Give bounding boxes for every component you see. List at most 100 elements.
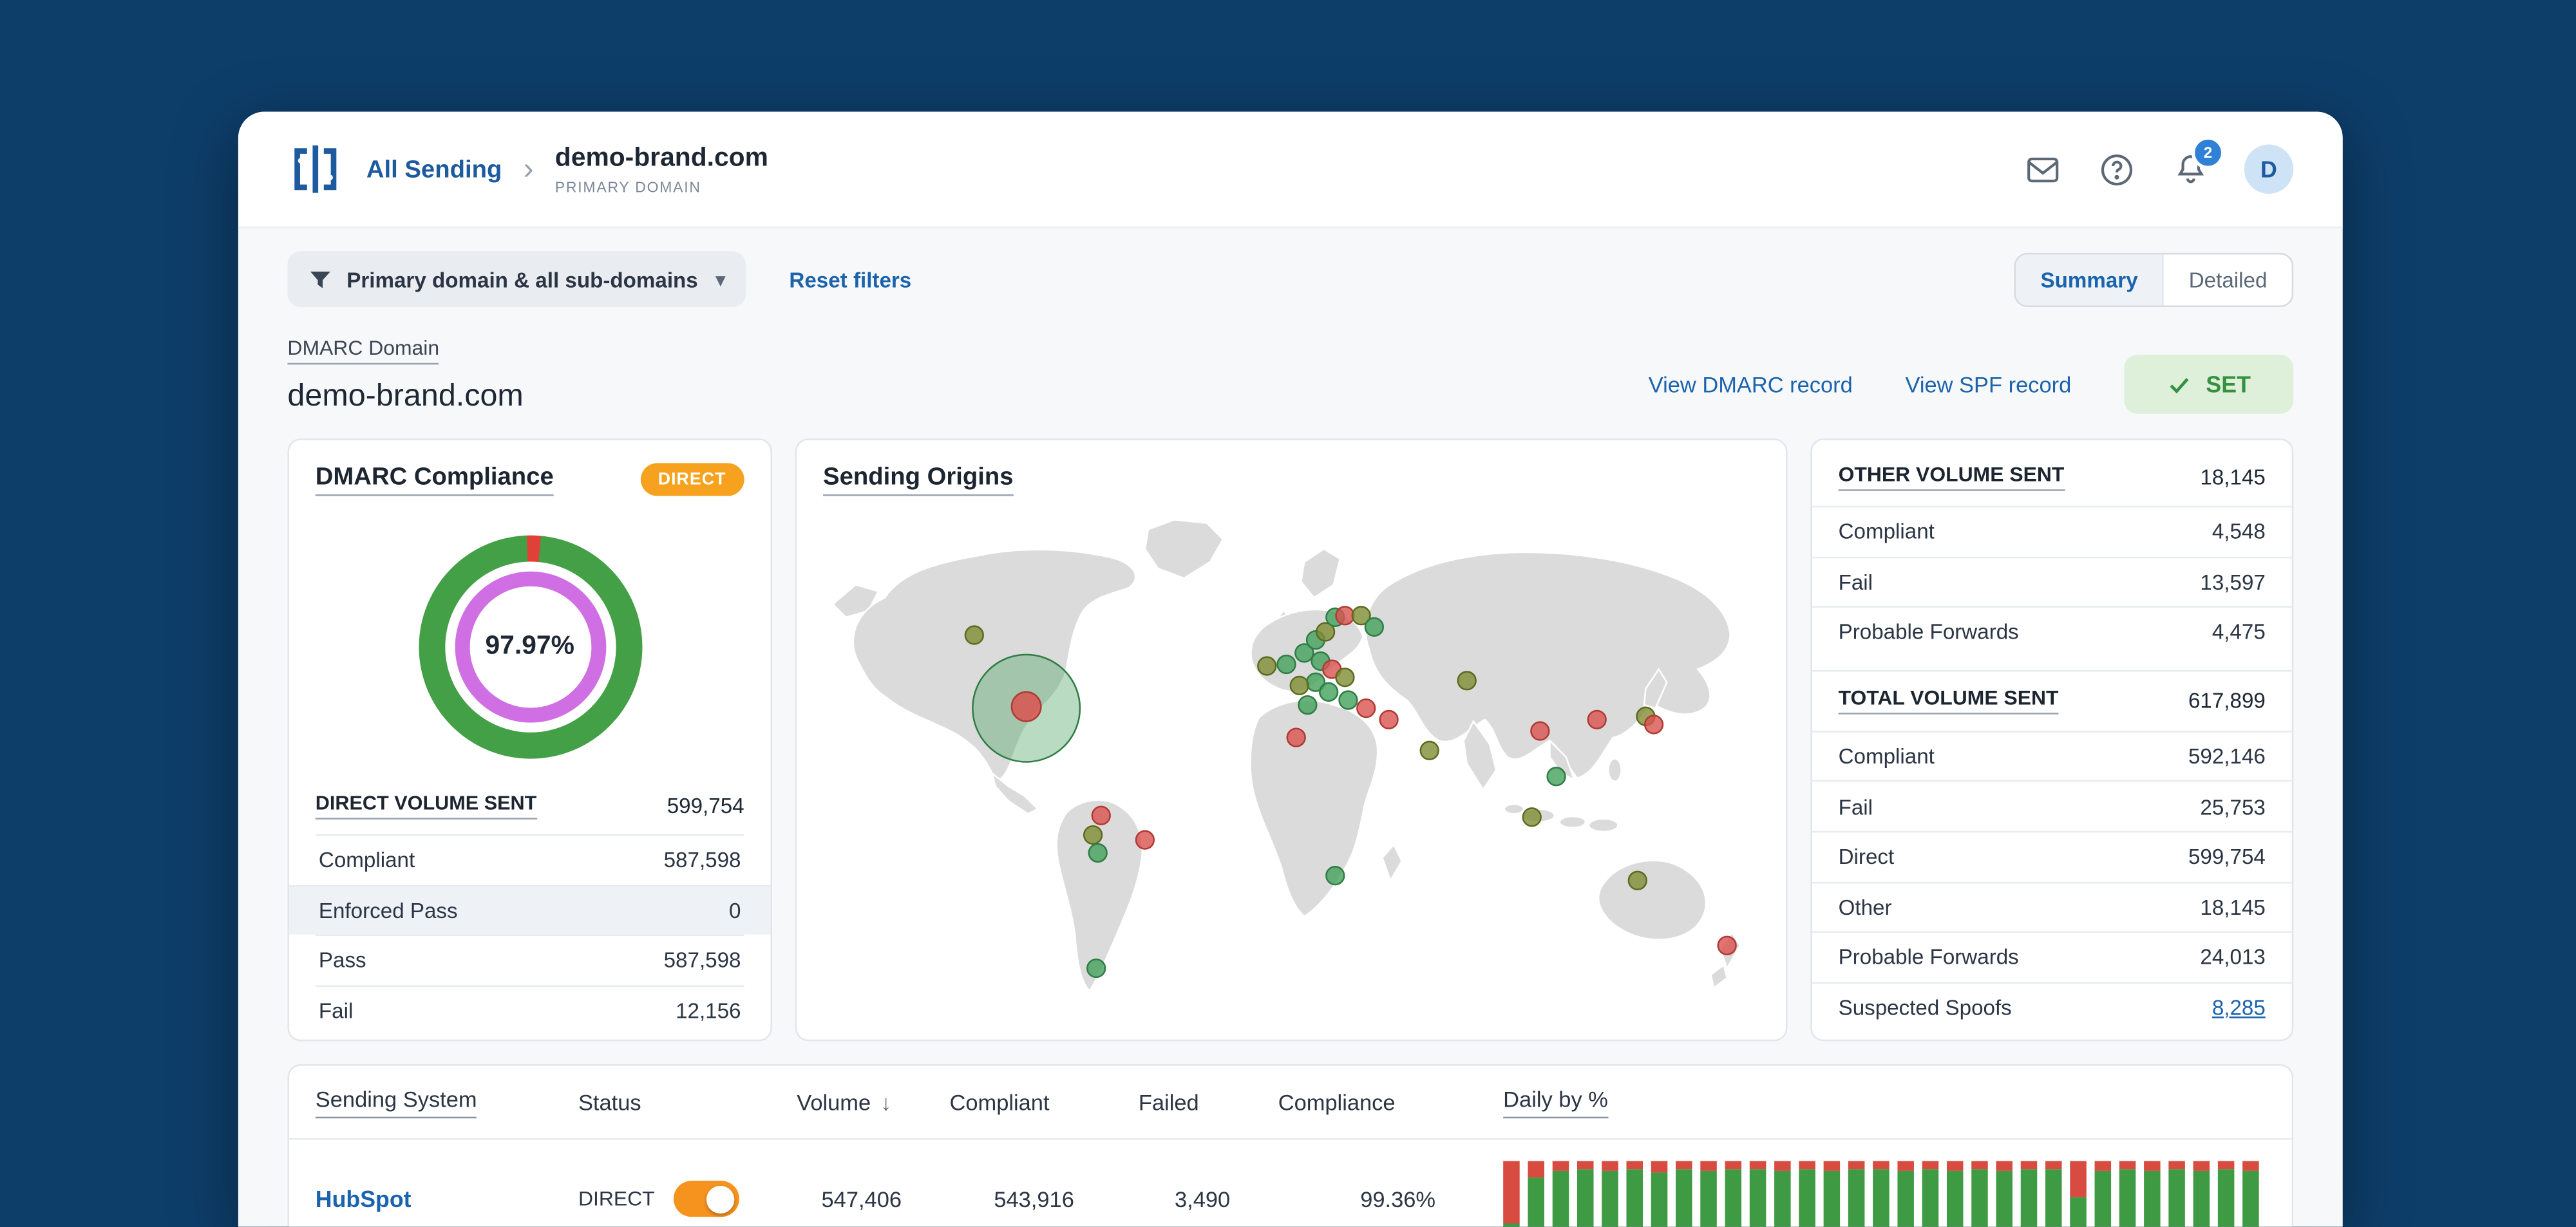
daily-bar <box>1602 1161 1618 1227</box>
check-icon <box>2169 377 2188 393</box>
header-failed: Failed <box>1138 1089 1199 1114</box>
row-value: 587,598 <box>663 847 741 873</box>
origin-dot <box>1546 767 1566 787</box>
sending-systems-table: Sending System Status Volume ↓ Compliant… <box>287 1064 2294 1227</box>
daily-bars <box>1503 1161 2266 1227</box>
divider <box>1812 670 2292 671</box>
compliance-row-pass: Pass 587,598 <box>315 934 744 985</box>
other-volume-value: 18,145 <box>2200 464 2266 489</box>
sending-system-link[interactable]: HubSpot <box>315 1185 412 1212</box>
help-icon[interactable] <box>2096 149 2136 189</box>
origin-dot <box>1298 695 1318 715</box>
row-value: 587,598 <box>663 948 741 973</box>
table-header-row: Sending System Status Volume ↓ Compliant… <box>289 1066 2292 1140</box>
sort-descending-icon: ↓ <box>880 1089 892 1114</box>
view-dmarc-record-link[interactable]: View DMARC record <box>1648 371 1853 397</box>
origin-dot <box>1135 830 1155 850</box>
daily-bar <box>1971 1161 1988 1227</box>
total-row-compliant: Compliant 592,146 <box>1812 730 2292 781</box>
header-compliance: Compliance <box>1278 1089 1396 1114</box>
origin-dot <box>1276 654 1296 675</box>
domain-scope-filter[interactable]: Primary domain & all sub-domains ▾ <box>287 251 747 308</box>
status-cell: DIRECT <box>578 1139 797 1217</box>
daily-bar <box>1749 1161 1766 1227</box>
sending-origins-card: Sending Origins <box>795 438 1788 1042</box>
filter-label: Primary domain & all sub-domains <box>346 267 698 292</box>
domain-section: DMARC Domain demo-brand.com View DMARC r… <box>238 307 2343 415</box>
row-label: Fail <box>318 998 354 1023</box>
top-bar: All Sending › demo-brand.com PRIMARY DOM… <box>238 111 2343 229</box>
direct-volume-label: DIRECT VOLUME SENT <box>315 792 537 820</box>
origin-dots <box>964 606 1737 979</box>
direct-toggle[interactable] <box>672 1181 739 1217</box>
origin-dot <box>1325 866 1345 886</box>
breadcrumb-all-sending[interactable]: All Sending <box>366 155 502 183</box>
donut-hole: 97.97% <box>444 561 616 733</box>
reset-filters-link[interactable]: Reset filters <box>789 267 912 292</box>
view-spf-record-link[interactable]: View SPF record <box>1905 371 2072 397</box>
avatar[interactable]: D <box>2244 144 2294 194</box>
bell-icon[interactable]: 2 <box>2170 136 2225 189</box>
compliant-cell: 543,916 <box>994 1187 1074 1212</box>
daily-bar <box>1897 1161 1914 1227</box>
app-window: All Sending › demo-brand.com PRIMARY DOM… <box>238 111 2343 1227</box>
daily-bar <box>2217 1161 2235 1227</box>
row-label: Fail <box>1838 569 1873 595</box>
volume-summary-card: OTHER VOLUME SENT 18,145 Compliant 4,548… <box>1810 438 2294 1042</box>
table-row: HubSpot DIRECT 547,406 543,916 3,490 99.… <box>289 1139 2292 1227</box>
origin-dot <box>1364 617 1384 637</box>
daily-bar <box>1552 1161 1569 1227</box>
domain-heading: DMARC Domain demo-brand.com <box>287 333 524 416</box>
header-volume-sort[interactable]: Volume ↓ <box>797 1090 949 1114</box>
failed-cell: 3,490 <box>1174 1187 1231 1212</box>
origin-dot <box>1335 668 1355 688</box>
daily-bar <box>2168 1161 2185 1227</box>
row-label: Other <box>1838 894 1892 920</box>
daily-bar <box>1528 1161 1544 1227</box>
daily-bar <box>2193 1161 2210 1227</box>
row-value: 12,156 <box>676 998 741 1023</box>
row-label: Compliant <box>1838 519 1935 545</box>
tab-summary[interactable]: Summary <box>2016 254 2163 305</box>
daily-bar <box>1996 1161 2012 1227</box>
direct-badge: DIRECT <box>639 463 744 496</box>
notification-badge: 2 <box>2192 136 2225 169</box>
daily-bar <box>1799 1161 1815 1227</box>
other-row-probable-forwards: Probable Forwards 4,475 <box>1812 606 2292 657</box>
tab-detailed[interactable]: Detailed <box>2162 254 2292 305</box>
origin-dot <box>1335 606 1355 626</box>
header-daily-by-percent[interactable]: Daily by % <box>1503 1086 1608 1118</box>
funnel-icon <box>310 270 330 288</box>
daily-bar <box>1577 1161 1594 1227</box>
suspected-spoofs-link[interactable]: 8,285 <box>2211 995 2266 1020</box>
origin-dot <box>1294 643 1314 663</box>
other-row-fail: Fail 13,597 <box>1812 556 2292 606</box>
origin-dot <box>1351 606 1371 626</box>
row-value: 18,145 <box>2200 894 2266 920</box>
row-label: Pass <box>318 948 366 973</box>
compliance-row-compliant: Compliant 587,598 <box>315 834 744 885</box>
dmarc-donut: 97.97% <box>418 535 642 759</box>
dmarc-set-button[interactable]: SET <box>2123 355 2294 414</box>
origin-dot <box>1587 709 1607 729</box>
filter-bar: Primary domain & all sub-domains ▾ Reset… <box>238 229 2343 308</box>
row-label: Compliant <box>318 847 415 873</box>
origin-dot <box>1088 843 1108 863</box>
origin-dot <box>1356 698 1376 718</box>
daily-bar <box>2119 1161 2136 1227</box>
daily-bar <box>2045 1161 2062 1227</box>
origin-dot <box>1419 740 1439 760</box>
total-row-suspected-spoofs: Suspected Spoofs 8,285 <box>1812 981 2292 1032</box>
mail-icon[interactable] <box>2022 149 2061 189</box>
world-map <box>823 506 1759 1016</box>
row-value: 13,597 <box>2200 569 2266 595</box>
summary-panels: DMARC Compliance DIRECT 97.97% DIRECT VO… <box>238 415 2343 1042</box>
row-label: Suspected Spoofs <box>1838 995 2012 1020</box>
dmarcian-logo[interactable] <box>287 141 343 197</box>
chevron-down-icon: ▾ <box>715 270 725 290</box>
row-label: Probable Forwards <box>1838 619 2019 645</box>
daily-bar <box>1626 1161 1643 1227</box>
set-button-label: SET <box>2206 371 2251 398</box>
daily-bar <box>1725 1161 1742 1227</box>
status-label: DIRECT <box>578 1187 655 1211</box>
